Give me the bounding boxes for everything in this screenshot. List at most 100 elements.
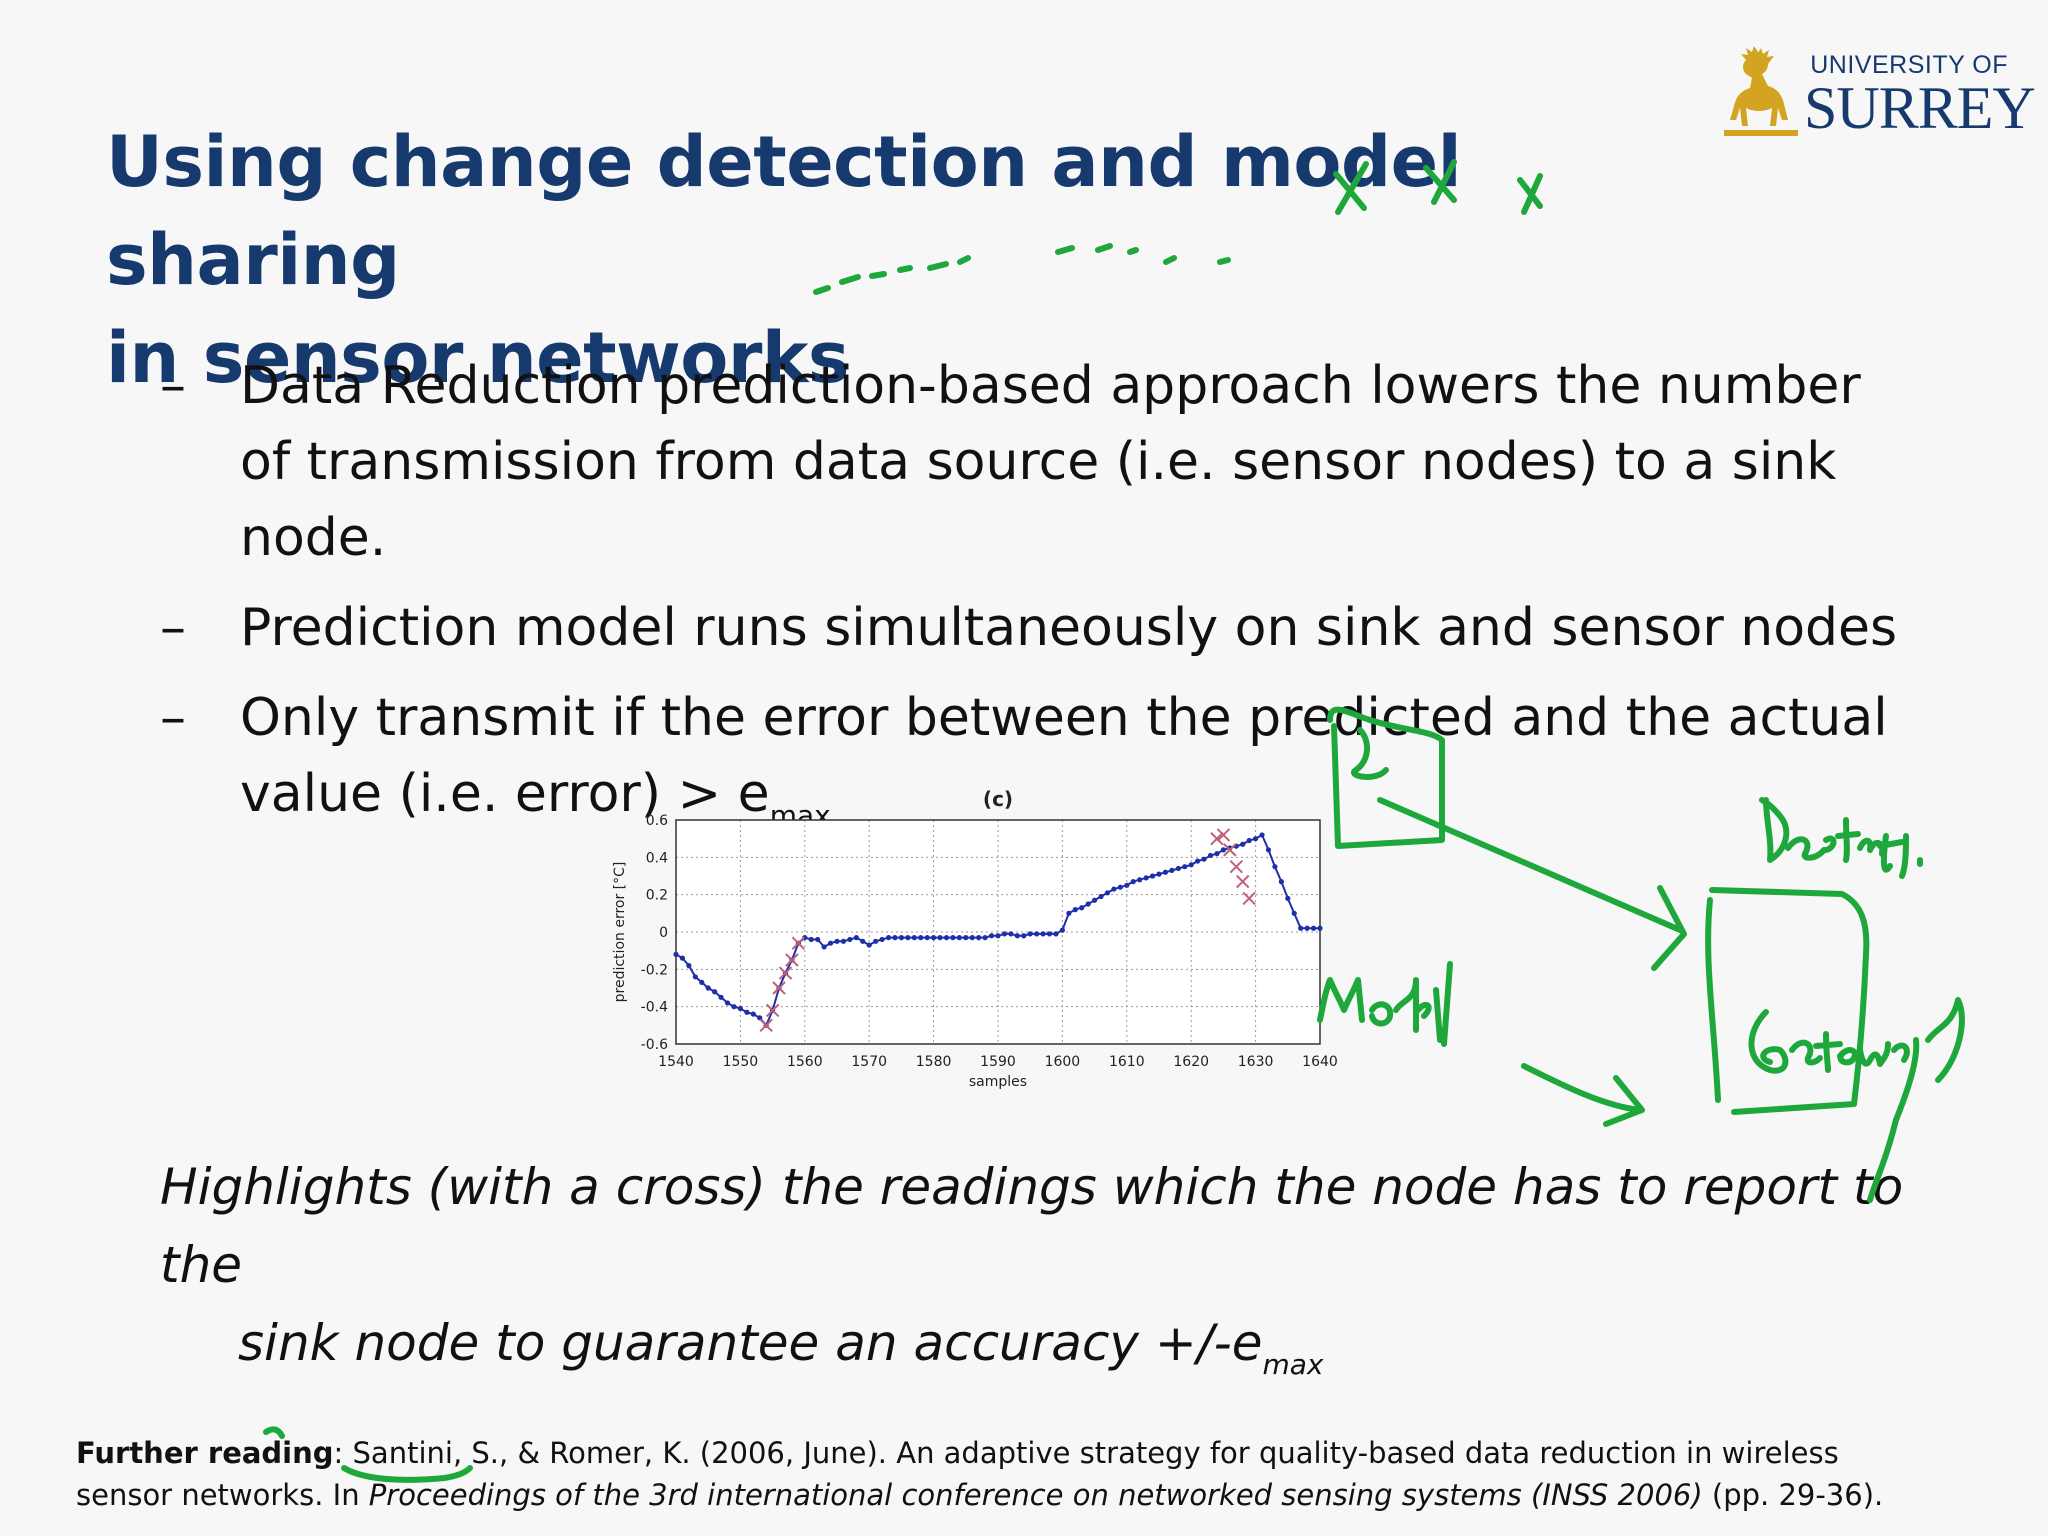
further-reading-text2: sensor networks. In	[76, 1478, 369, 1512]
data-point	[918, 935, 924, 941]
data-point	[1291, 910, 1297, 916]
data-point	[1298, 925, 1304, 931]
bullet-dash: –	[160, 688, 186, 748]
data-point	[1220, 847, 1226, 853]
bullet-list: – Data Reduction prediction-based approa…	[160, 348, 1920, 868]
data-point	[1304, 925, 1310, 931]
data-point	[821, 944, 827, 950]
prediction-error-chart: 1540 1550 1560 1570 1580 1590 1600 1610 1620 1630…	[612, 787, 1338, 1090]
x-tick-label: 1540	[658, 1054, 694, 1070]
chart-title: (c)	[983, 787, 1013, 811]
data-point	[1272, 864, 1278, 870]
data-point	[834, 938, 840, 944]
x-tick-label: 1600	[1045, 1054, 1081, 1070]
university-logo: UNIVERSITY OF SURREY	[1718, 44, 2036, 144]
data-point	[911, 935, 917, 941]
data-point	[712, 989, 718, 995]
x-tick-label: 1570	[851, 1054, 887, 1070]
y-tick-label: 0.2	[646, 888, 668, 904]
data-point	[1130, 879, 1136, 885]
data-point	[969, 935, 975, 941]
data-point	[853, 935, 859, 941]
data-point	[1001, 931, 1008, 937]
further-reading-text1: : Santini, S., & Romer, K. (2006, June).…	[333, 1436, 1839, 1470]
data-point	[724, 1000, 731, 1006]
x-tick-label: 1620	[1173, 1054, 1209, 1070]
slide-title-line1: Using change detection and model sharing	[106, 120, 1462, 301]
data-point	[1259, 832, 1265, 838]
data-point	[1240, 841, 1246, 847]
data-point	[866, 942, 872, 948]
y-tick-label: 0	[659, 925, 668, 941]
data-point	[731, 1004, 737, 1010]
data-point	[1092, 897, 1098, 903]
data-point	[988, 933, 995, 939]
x-axis-label: samples	[969, 1074, 1027, 1090]
data-point	[1195, 858, 1201, 864]
y-axis-label: prediction error [°C]	[612, 862, 628, 1003]
data-point	[1285, 895, 1291, 901]
stag-icon	[1724, 46, 1798, 136]
y-tick-label: 0.6	[646, 813, 668, 829]
bullet-item: – Prediction model runs simultaneously o…	[160, 590, 1920, 666]
logo-text: UNIVERSITY OF SURREY	[1804, 50, 2036, 138]
plot-frame	[675, 819, 1321, 1045]
data-point	[873, 938, 879, 944]
bullet-dash: –	[160, 598, 186, 658]
bullet-text: Data Reduction prediction-based approach…	[240, 356, 1861, 568]
highlight-line1: Highlights (with a cross) the readings w…	[160, 1158, 1904, 1294]
further-reading-italic: Proceedings of the 3rd international con…	[368, 1478, 1703, 1512]
data-point	[1027, 931, 1033, 937]
data-point	[718, 994, 724, 1000]
data-point	[943, 935, 950, 941]
data-point	[885, 935, 892, 941]
x-tick-label: 1590	[980, 1054, 1016, 1070]
further-reading-text3: (pp. 29-36).	[1702, 1478, 1884, 1512]
data-point	[673, 951, 679, 957]
reported-cross-marker	[785, 953, 799, 967]
data-point	[827, 940, 834, 946]
data-point	[1111, 886, 1117, 892]
data-point	[924, 935, 930, 941]
data-point	[1182, 864, 1188, 870]
data-point	[692, 974, 698, 980]
reported-cross-marker	[1223, 843, 1237, 857]
data-point	[1053, 931, 1059, 937]
data-point	[1143, 875, 1149, 881]
data-point	[1046, 931, 1053, 937]
data-point	[1156, 871, 1162, 877]
x-tick-label: 1640	[1302, 1054, 1338, 1070]
highlight-text: Highlights (with a cross) the readings w…	[160, 1148, 1940, 1404]
data-point	[840, 938, 847, 944]
data-point	[808, 936, 814, 943]
data-point	[1188, 862, 1194, 868]
bullet-text: Only transmit if the error between the p…	[240, 688, 1888, 824]
data-point	[1085, 901, 1091, 907]
data-point	[1175, 865, 1181, 872]
highlight-line2: sink node to guarantee an accuracy +/-em…	[160, 1304, 1940, 1404]
data-point	[679, 955, 686, 961]
data-point	[699, 979, 705, 985]
reported-cross-marker	[1242, 891, 1256, 906]
y-tick-label: -0.2	[641, 962, 668, 978]
data-point	[1246, 837, 1252, 844]
slide-title: Using change detection and model sharing…	[106, 113, 1526, 407]
data-point	[1317, 925, 1323, 931]
data-point	[1008, 931, 1014, 937]
data-point	[1201, 856, 1207, 862]
logo-line1: UNIVERSITY OF	[1810, 51, 2008, 79]
data-point	[1169, 867, 1175, 873]
data-point	[1278, 879, 1284, 885]
reported-cross-marker	[772, 981, 786, 995]
data-point	[1072, 907, 1078, 913]
ink-dest-box	[1705, 887, 1870, 1115]
data-point	[1066, 910, 1072, 916]
reported-cross-marker	[1210, 831, 1224, 846]
x-tick-label: 1550	[723, 1054, 759, 1070]
data-point	[1079, 905, 1085, 911]
reported-cross-marker	[765, 1003, 780, 1018]
data-point	[956, 935, 962, 941]
data-point	[1137, 877, 1143, 883]
data-point	[892, 935, 898, 941]
data-point	[1214, 851, 1220, 857]
